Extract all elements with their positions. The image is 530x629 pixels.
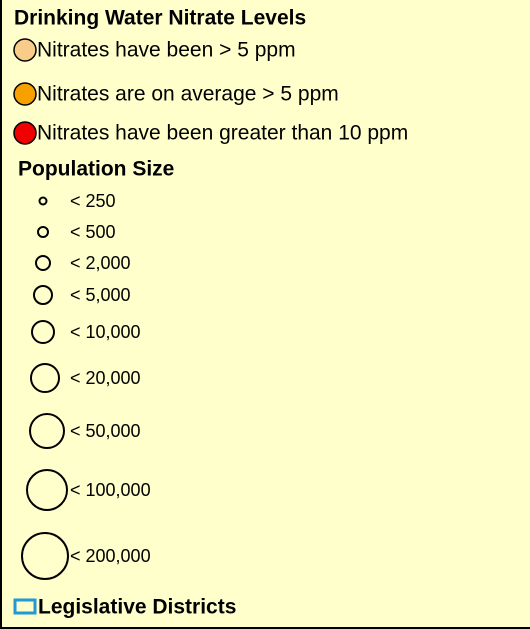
population-symbol xyxy=(30,363,60,393)
nitrate-symbol xyxy=(13,82,37,106)
districts-symbol xyxy=(13,598,37,615)
population-label: < 100,000 xyxy=(70,480,151,500)
population-symbol xyxy=(29,413,65,449)
population-symbol xyxy=(31,320,55,344)
population-symbol xyxy=(37,226,49,238)
population-label: < 250 xyxy=(70,191,116,211)
nitrate-label: Nitrates have been greater than 10 ppm xyxy=(37,122,408,145)
population-label: < 2,000 xyxy=(70,253,131,273)
legend-title: Drinking Water Nitrate Levels xyxy=(14,7,306,30)
population-label: < 10,000 xyxy=(70,322,141,342)
population-symbol xyxy=(38,196,48,206)
districts-label: Legislative Districts xyxy=(38,596,236,619)
population-label: < 5,000 xyxy=(70,285,131,305)
population-symbol xyxy=(33,285,53,305)
population-label: < 200,000 xyxy=(70,546,151,566)
population-label: < 500 xyxy=(70,222,116,242)
nitrate-symbol xyxy=(13,121,37,145)
population-symbol xyxy=(35,255,51,271)
population-symbol xyxy=(21,532,69,580)
nitrate-symbol xyxy=(13,38,37,62)
population-label: < 20,000 xyxy=(70,368,141,388)
population-symbol xyxy=(26,469,68,511)
population-label: < 50,000 xyxy=(70,421,141,441)
nitrate-label: Nitrates are on average > 5 ppm xyxy=(37,83,339,106)
population-title: Population Size xyxy=(18,158,174,181)
nitrate-label: Nitrates have been > 5 ppm xyxy=(37,39,296,62)
